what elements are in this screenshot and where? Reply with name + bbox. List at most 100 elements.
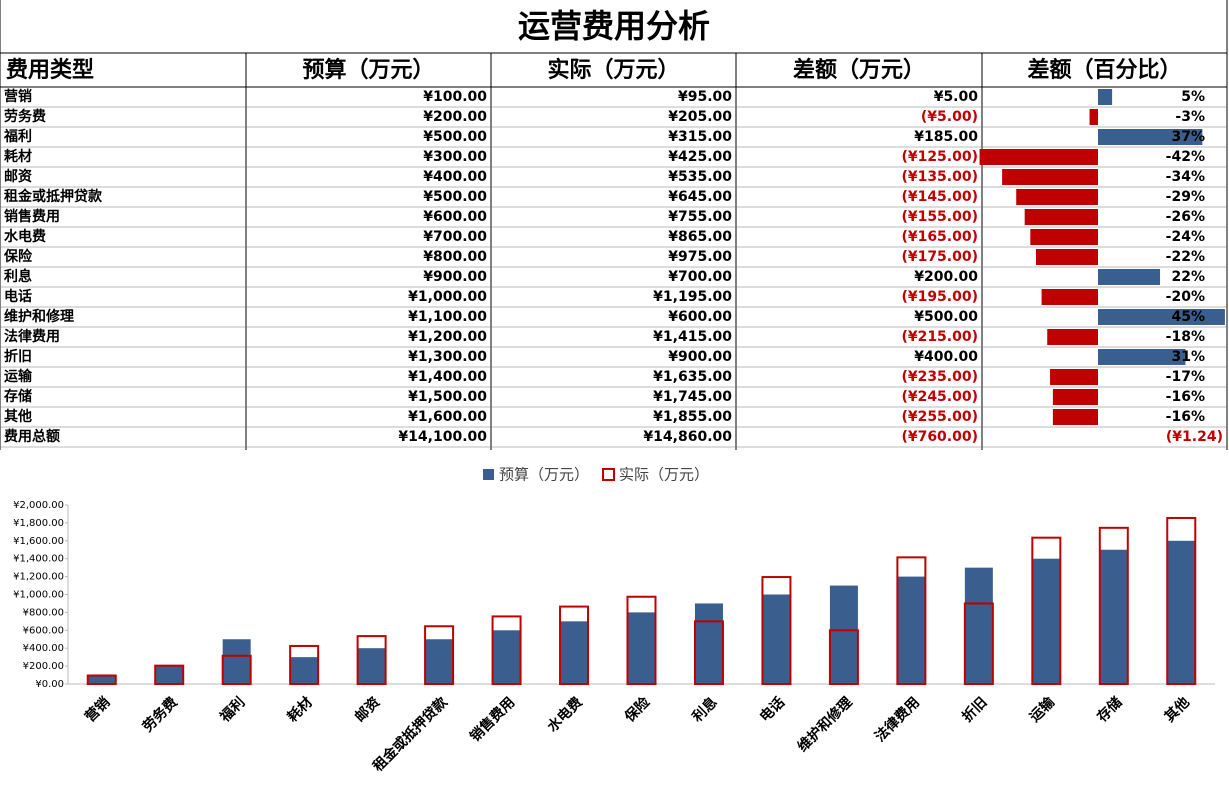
bar	[492, 630, 521, 684]
data-bar	[1089, 109, 1098, 125]
bar	[560, 621, 589, 684]
data-bar	[1024, 209, 1098, 225]
cell-value: ¥205.00	[668, 109, 732, 125]
bar	[356, 635, 387, 685]
cell-value: ¥1,195.00	[653, 289, 732, 305]
y-tick-label: ¥1,400.00	[13, 554, 64, 565]
bar	[896, 556, 927, 685]
bar	[1099, 549, 1128, 684]
row-label: 租金或抵押贷款	[4, 188, 103, 205]
cell-value: ¥400.00	[423, 169, 487, 185]
column-header: 预算（万元）	[302, 57, 434, 83]
cell-value: (¥175.00)	[901, 249, 978, 265]
data-bar	[1098, 89, 1113, 105]
bar	[290, 657, 319, 684]
data-bar	[1098, 269, 1161, 285]
row-label: 折旧	[4, 348, 32, 365]
bar	[829, 585, 858, 684]
bar	[828, 629, 859, 685]
percent-label: 31%	[1171, 349, 1205, 365]
bar	[424, 625, 455, 686]
cell-value: ¥100.00	[423, 89, 487, 105]
row-label: 营销	[4, 88, 32, 105]
row-label: 维护和修理	[4, 308, 74, 325]
cell-value: (¥135.00)	[901, 169, 978, 185]
data-bar	[1052, 389, 1098, 405]
bar	[86, 674, 117, 685]
legend-swatch	[483, 469, 494, 480]
y-tick-label: ¥1,200.00	[13, 572, 64, 583]
data-bar	[1098, 309, 1225, 325]
percent-label: -3%	[1175, 109, 1205, 125]
cell-value: ¥200.00	[914, 269, 978, 285]
data-bar	[1098, 129, 1203, 145]
percent-label: 45%	[1171, 309, 1205, 325]
data-bar	[1016, 189, 1098, 205]
cell-value: ¥600.00	[668, 309, 732, 325]
bar	[491, 615, 522, 685]
bar	[963, 602, 994, 686]
data-bar	[1035, 249, 1098, 265]
cell-value: (¥215.00)	[901, 329, 978, 345]
bar	[694, 603, 723, 684]
cell-value: ¥1,400.00	[408, 369, 487, 385]
percent-label: 5%	[1181, 89, 1205, 105]
bar	[762, 594, 791, 684]
y-tick-label: ¥400.00	[23, 643, 64, 654]
cell-value: (¥235.00)	[901, 369, 978, 385]
cell-value: ¥1,415.00	[653, 329, 732, 345]
y-tick-label: ¥1,000.00	[13, 590, 64, 601]
y-tick-label: ¥1,600.00	[13, 536, 64, 547]
percent-label: -20%	[1166, 289, 1205, 305]
legend-label: 预算（万元）	[499, 466, 589, 484]
data-bar	[1041, 289, 1098, 305]
row-label: 福利	[3, 128, 32, 145]
y-tick-label: ¥800.00	[23, 607, 64, 618]
cell-value: ¥700.00	[668, 269, 732, 285]
cell-value: (¥255.00)	[901, 409, 978, 425]
cell-value: ¥865.00	[668, 229, 732, 245]
cell-value: ¥1,635.00	[653, 369, 732, 385]
bar	[289, 644, 320, 686]
cell-value: ¥400.00	[914, 349, 978, 365]
data-bar	[1047, 329, 1098, 345]
row-label: 存储	[4, 388, 32, 405]
cell-value: (¥5.00)	[921, 109, 978, 125]
cell-value: (¥125.00)	[901, 149, 978, 165]
cell-value: ¥14,860.00	[643, 429, 732, 445]
cell-value: (¥165.00)	[901, 229, 978, 245]
cell-value: ¥1,855.00	[653, 409, 732, 425]
row-label: 保险	[3, 248, 33, 265]
cell-value: ¥500.00	[423, 129, 487, 145]
cell-value: ¥1,000.00	[408, 289, 487, 305]
cell-value: (¥760.00)	[901, 429, 978, 445]
percent-label: -29%	[1166, 189, 1205, 205]
percent-label: -16%	[1166, 389, 1205, 405]
cell-value: ¥300.00	[423, 149, 487, 165]
bar	[1166, 516, 1197, 685]
bar	[1032, 558, 1061, 684]
cell-value: ¥800.00	[423, 249, 487, 265]
data-bar	[1050, 369, 1098, 385]
percent-label: -34%	[1166, 169, 1205, 185]
y-tick-label: ¥1,800.00	[13, 518, 64, 529]
percent-label: -18%	[1166, 329, 1205, 345]
data-bar	[979, 149, 1098, 165]
cell-value: ¥1,200.00	[408, 329, 487, 345]
y-tick-label: ¥0.00	[35, 679, 64, 690]
cell-value: ¥1,745.00	[653, 389, 732, 405]
column-header: 差额（万元）	[793, 57, 925, 83]
y-tick-label: ¥200.00	[23, 661, 64, 672]
row-label: 邮资	[4, 168, 32, 185]
cell-value: ¥14,100.00	[398, 429, 487, 445]
cell-value: (¥155.00)	[901, 209, 978, 225]
row-label: 耗材	[4, 148, 32, 165]
bar	[87, 675, 116, 684]
percent-label: 37%	[1171, 129, 1205, 145]
row-label: 销售费用	[4, 208, 60, 225]
bar	[1031, 536, 1062, 685]
cell-value: ¥975.00	[668, 249, 732, 265]
bar	[627, 612, 656, 684]
percent-label: -22%	[1166, 249, 1205, 265]
y-tick-label: ¥600.00	[23, 625, 64, 636]
